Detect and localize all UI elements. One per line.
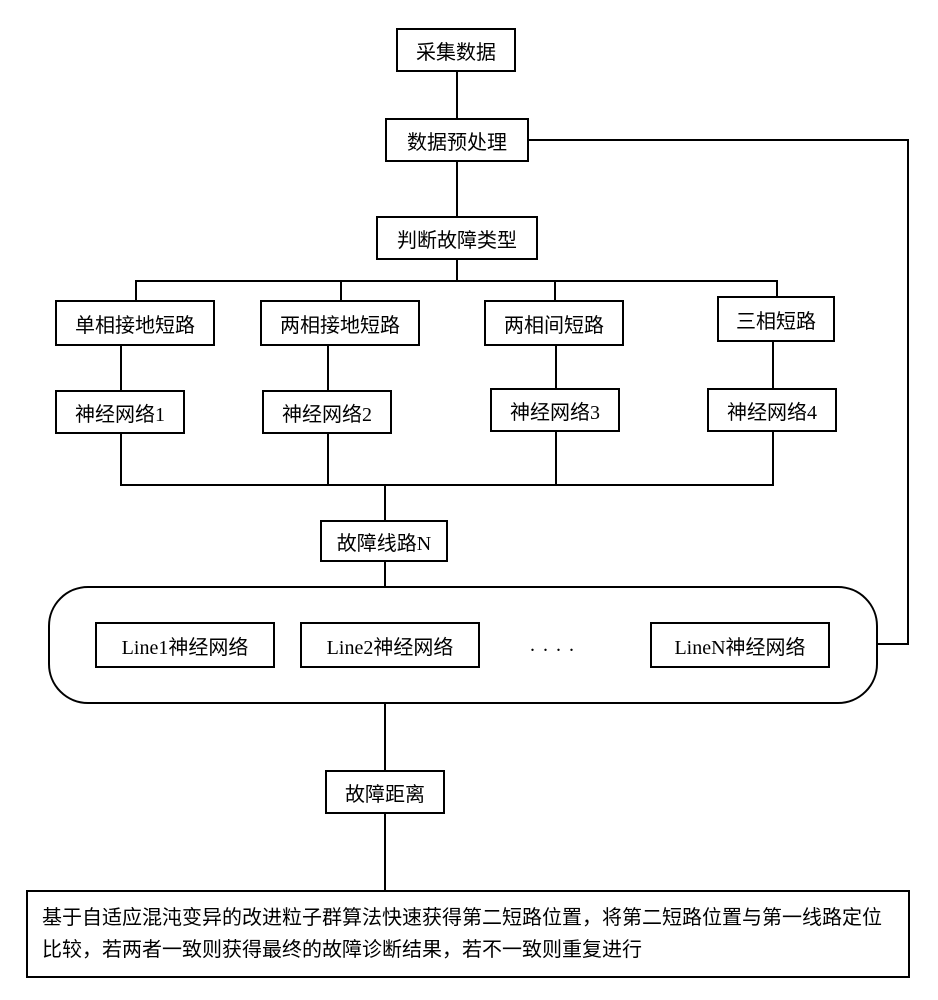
edge: [327, 346, 329, 390]
edge: [555, 432, 557, 484]
node-collect: 采集数据: [396, 28, 516, 72]
edge: [120, 484, 774, 486]
edge: [456, 162, 458, 216]
node-preprocess: 数据预处理: [385, 118, 529, 162]
node-faultline: 故障线路N: [320, 520, 448, 562]
ellipsis-dots: ....: [530, 634, 582, 657]
edge: [340, 280, 342, 300]
edge: [135, 280, 137, 300]
edge: [456, 260, 458, 280]
edge: [776, 280, 778, 296]
node-fault1: 单相接地短路: [55, 300, 215, 346]
edge: [120, 434, 122, 484]
edge: [529, 139, 909, 141]
edge: [554, 280, 556, 300]
edge: [555, 346, 557, 388]
node-lineN: LineN神经网络: [650, 622, 830, 668]
node-judge: 判断故障类型: [376, 216, 538, 260]
node-distance: 故障距离: [325, 770, 445, 814]
edge: [135, 280, 776, 282]
node-nn4: 神经网络4: [707, 388, 837, 432]
edge: [456, 72, 458, 118]
node-fault4: 三相短路: [717, 296, 835, 342]
edge: [772, 432, 774, 484]
node-nn1: 神经网络1: [55, 390, 185, 434]
node-nn3: 神经网络3: [490, 388, 620, 432]
edge: [384, 814, 386, 890]
edge: [878, 643, 909, 645]
edge: [384, 484, 386, 520]
edge: [384, 704, 386, 770]
node-fault3: 两相间短路: [484, 300, 624, 346]
node-line2: Line2神经网络: [300, 622, 480, 668]
node-nn2: 神经网络2: [262, 390, 392, 434]
node-fault2: 两相接地短路: [260, 300, 420, 346]
bottom-description: 基于自适应混沌变异的改进粒子群算法快速获得第二短路位置，将第二短路位置与第一线路…: [26, 890, 910, 978]
edge: [384, 562, 386, 586]
edge: [327, 434, 329, 484]
node-line1: Line1神经网络: [95, 622, 275, 668]
edge: [120, 346, 122, 390]
edge: [772, 342, 774, 388]
edge: [907, 139, 909, 644]
